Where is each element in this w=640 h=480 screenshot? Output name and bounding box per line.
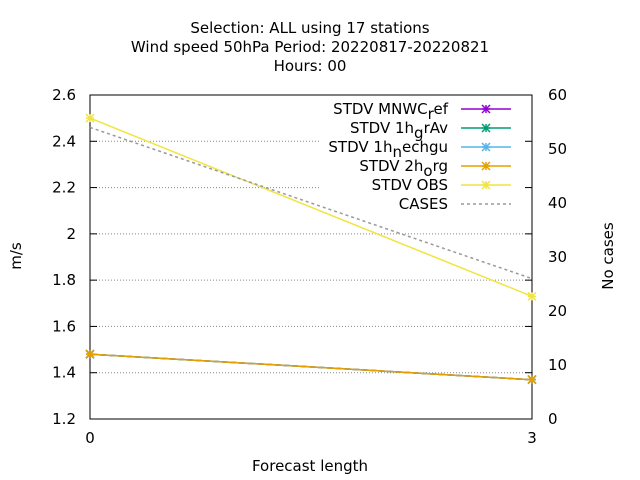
- grid: [90, 140, 532, 374]
- series-layer: [85, 113, 537, 385]
- series-line-5: [89, 126, 533, 280]
- legend-label-rest-3: rg: [433, 157, 448, 175]
- plot-frame: [89, 94, 533, 420]
- y-tick-label-2: 1.6: [52, 317, 76, 335]
- legend-label-main-4: STDV OBS: [372, 176, 448, 194]
- y2-tick-label-6: 60: [548, 86, 567, 104]
- legend-marker-4: [481, 180, 491, 190]
- legend-item-2: STDV 1hnechgu: [328, 138, 511, 161]
- y-tick-label-5: 2.2: [52, 179, 76, 197]
- legend-label-rest-2: echgu: [402, 138, 448, 156]
- title-line-3: Hours: 00: [274, 57, 347, 75]
- legend-label-5: CASES: [399, 195, 448, 213]
- y-tick-label-3: 1.8: [52, 271, 76, 289]
- legend-marker-3: [481, 161, 491, 171]
- y-tick-label-7: 2.6: [52, 86, 76, 104]
- legend-label-main-0: STDV MNWC: [333, 100, 427, 118]
- series-line-4: [89, 117, 533, 297]
- legend-label-4: STDV OBS: [372, 176, 448, 194]
- y2-tick-label-2: 20: [548, 302, 567, 320]
- x-axis-label: Forecast length: [252, 457, 368, 475]
- y2-tick-label-0: 0: [548, 410, 558, 428]
- legend-label-0: STDV MNWCref: [333, 100, 449, 123]
- legend-label-rest-1: rAv: [424, 119, 449, 137]
- y2-tick-label-1: 10: [548, 356, 567, 374]
- legend-item-3: STDV 2horg: [359, 157, 511, 180]
- legend-label-sub-0: r: [428, 105, 435, 123]
- x-tick-label-1: 3: [527, 429, 537, 447]
- y-axis-label: m/s: [7, 242, 25, 270]
- legend-item-5: CASES: [399, 195, 511, 213]
- y-tick-label-0: 1.2: [52, 410, 76, 428]
- legend-marker-2: [481, 142, 491, 152]
- legend-label-main-2: STDV 1h: [328, 138, 392, 156]
- legend-label-3: STDV 2horg: [359, 157, 448, 180]
- y2-tick-label-4: 40: [548, 194, 567, 212]
- title-line-1: Selection: ALL using 17 stations: [190, 19, 429, 37]
- series-3-point-0: [85, 349, 95, 359]
- title-line-2: Wind speed 50hPa Period: 20220817-202208…: [131, 38, 489, 56]
- x-tick-label-0: 0: [85, 429, 95, 447]
- legend-item-1: STDV 1hgrAv: [350, 119, 511, 142]
- legend-label-main-1: STDV 1h: [350, 119, 414, 137]
- legend-label-1: STDV 1hgrAv: [350, 119, 448, 142]
- legend-label-2: STDV 1hnechgu: [328, 138, 448, 161]
- legend-label-sub-1: g: [414, 124, 424, 142]
- legend-label-main-5: CASES: [399, 195, 448, 213]
- legend-label-sub-2: n: [392, 143, 402, 161]
- y2-tick-label-5: 50: [548, 140, 567, 158]
- chart-title: Selection: ALL using 17 stations Wind sp…: [131, 19, 489, 75]
- y-tick-label-4: 2: [66, 225, 76, 243]
- legend-label-rest-0: ef: [433, 100, 448, 118]
- legend-marker-1: [481, 123, 491, 133]
- series-3-point-1: [527, 375, 537, 385]
- legend-label-sub-3: o: [423, 162, 432, 180]
- legend-label-main-3: STDV 2h: [359, 157, 423, 175]
- series-4-point-0: [85, 113, 95, 123]
- legend-marker-0: [481, 104, 491, 114]
- legend-item-0: STDV MNWCref: [333, 100, 511, 123]
- y-tick-label-6: 2.4: [52, 132, 76, 150]
- y2-axis-label: No cases: [599, 222, 617, 290]
- y-tick-label-1: 1.4: [52, 364, 76, 382]
- series-4-point-1: [527, 291, 537, 301]
- legend-item-4: STDV OBS: [372, 176, 511, 194]
- series-line-3: [89, 353, 533, 381]
- y2-tick-label-3: 30: [548, 248, 567, 266]
